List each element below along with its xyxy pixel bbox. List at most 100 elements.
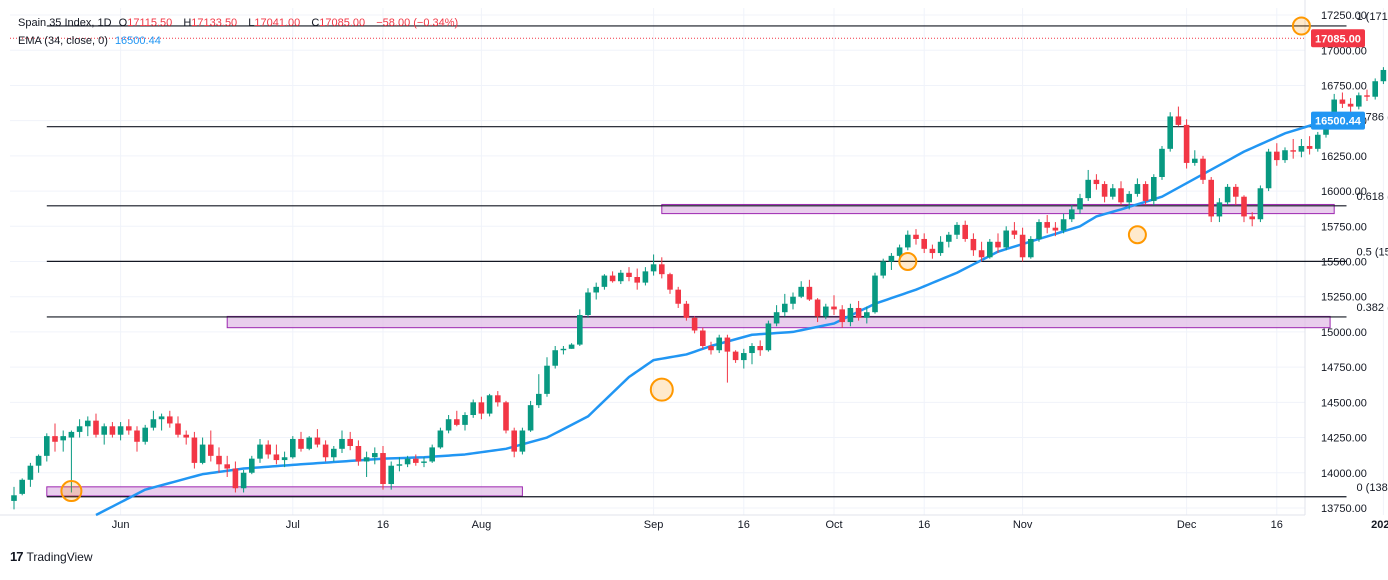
candle-body bbox=[1102, 184, 1108, 197]
candle-body bbox=[1069, 209, 1075, 219]
candle bbox=[1151, 174, 1157, 205]
time-tick-label: 16 bbox=[377, 519, 389, 531]
candle bbox=[930, 245, 936, 259]
candle-body bbox=[151, 419, 157, 427]
price-axis[interactable]: 13750.0014000.0014250.0014500.0014750.00… bbox=[1321, 10, 1367, 515]
candle bbox=[782, 294, 788, 317]
candle-body bbox=[331, 449, 337, 457]
ema-label: EMA (34, close, 0) bbox=[18, 35, 108, 47]
candle-body bbox=[1143, 184, 1149, 201]
candle bbox=[1340, 93, 1346, 108]
candle-body bbox=[101, 426, 107, 434]
candle bbox=[1241, 195, 1247, 222]
time-tick-label: 16 bbox=[738, 519, 750, 531]
candle-body bbox=[249, 459, 255, 473]
candle bbox=[298, 432, 304, 452]
candle-body bbox=[798, 287, 804, 297]
candle bbox=[134, 426, 140, 451]
candle-body bbox=[921, 239, 927, 249]
candle bbox=[708, 342, 714, 355]
candle bbox=[413, 454, 419, 465]
candle-body bbox=[282, 457, 288, 460]
candle-body bbox=[839, 309, 845, 322]
candle-body bbox=[487, 395, 493, 413]
candle-body bbox=[364, 457, 370, 461]
time-axis[interactable]: JunJul16AugSep16Oct16NovDec162026 bbox=[112, 519, 1388, 531]
price-tick-label: 14000.00 bbox=[1321, 468, 1367, 480]
ema-legend[interactable]: EMA (34, close, 0) 16500.44 bbox=[18, 35, 165, 47]
candle-body bbox=[1028, 239, 1034, 257]
price-tick-label: 15500.00 bbox=[1321, 257, 1367, 269]
candle bbox=[421, 457, 427, 467]
candle bbox=[831, 295, 837, 315]
candle-body bbox=[1151, 177, 1157, 201]
candle bbox=[692, 316, 698, 333]
candle-body bbox=[1184, 125, 1190, 163]
candle bbox=[544, 357, 550, 396]
price-tick-label: 17250.00 bbox=[1321, 10, 1367, 22]
time-tick-label: Oct bbox=[825, 519, 842, 531]
candle-body bbox=[536, 394, 542, 405]
candle-body bbox=[183, 435, 189, 438]
candle-body bbox=[167, 416, 173, 423]
candle-body bbox=[1135, 184, 1141, 194]
candle-body bbox=[265, 445, 271, 455]
candle bbox=[1003, 226, 1009, 250]
candle-body bbox=[110, 426, 116, 434]
candle bbox=[585, 288, 591, 318]
candle bbox=[520, 428, 526, 455]
candle-body bbox=[1020, 235, 1026, 258]
candle-body bbox=[1077, 198, 1083, 209]
candle bbox=[1061, 214, 1067, 234]
candle-body bbox=[626, 273, 632, 277]
tradingview-logo-icon: 17 bbox=[10, 549, 22, 564]
candle bbox=[1233, 184, 1239, 205]
candle-body bbox=[552, 350, 558, 365]
highlight-zone bbox=[47, 487, 523, 496]
candle-body bbox=[831, 307, 837, 310]
candle-body bbox=[421, 461, 427, 462]
candle bbox=[602, 274, 608, 289]
candles bbox=[11, 26, 1388, 509]
candle bbox=[85, 416, 91, 436]
candle-body bbox=[257, 445, 263, 459]
candle bbox=[429, 445, 435, 463]
candle bbox=[1217, 198, 1223, 222]
candle bbox=[495, 391, 501, 406]
candle-body bbox=[1364, 95, 1370, 96]
candle-body bbox=[298, 439, 304, 449]
candle-body bbox=[397, 464, 403, 465]
candle-body bbox=[19, 480, 25, 494]
candle bbox=[774, 305, 780, 326]
ema-price-tag-label: 16500.44 bbox=[1315, 116, 1362, 128]
candle-body bbox=[175, 423, 181, 434]
candle-body bbox=[1266, 152, 1272, 189]
time-tick-label: Nov bbox=[1013, 519, 1033, 531]
candle bbox=[1282, 147, 1288, 162]
candle bbox=[741, 349, 747, 369]
candle bbox=[183, 431, 189, 445]
candle bbox=[1085, 170, 1091, 201]
candle-body bbox=[1356, 95, 1362, 106]
candle-body bbox=[643, 271, 649, 282]
candle bbox=[667, 273, 673, 294]
candle-body bbox=[979, 250, 985, 257]
candle-body bbox=[339, 439, 345, 449]
candle bbox=[1036, 219, 1042, 242]
tradingview-logo[interactable]: 17 TradingView bbox=[10, 549, 93, 564]
candle bbox=[1356, 93, 1362, 110]
candle-body bbox=[1036, 222, 1042, 239]
candle bbox=[60, 431, 66, 452]
candle-body bbox=[200, 445, 206, 463]
candle bbox=[233, 461, 239, 492]
candle-body bbox=[593, 287, 599, 293]
candle bbox=[323, 440, 329, 461]
candle bbox=[454, 411, 460, 426]
symbol-legend[interactable]: Spain 35 Index, 1D O17115.50 H17133.50 L… bbox=[18, 17, 462, 29]
candle-body bbox=[667, 274, 673, 289]
candle bbox=[11, 487, 17, 510]
candle bbox=[77, 419, 83, 437]
